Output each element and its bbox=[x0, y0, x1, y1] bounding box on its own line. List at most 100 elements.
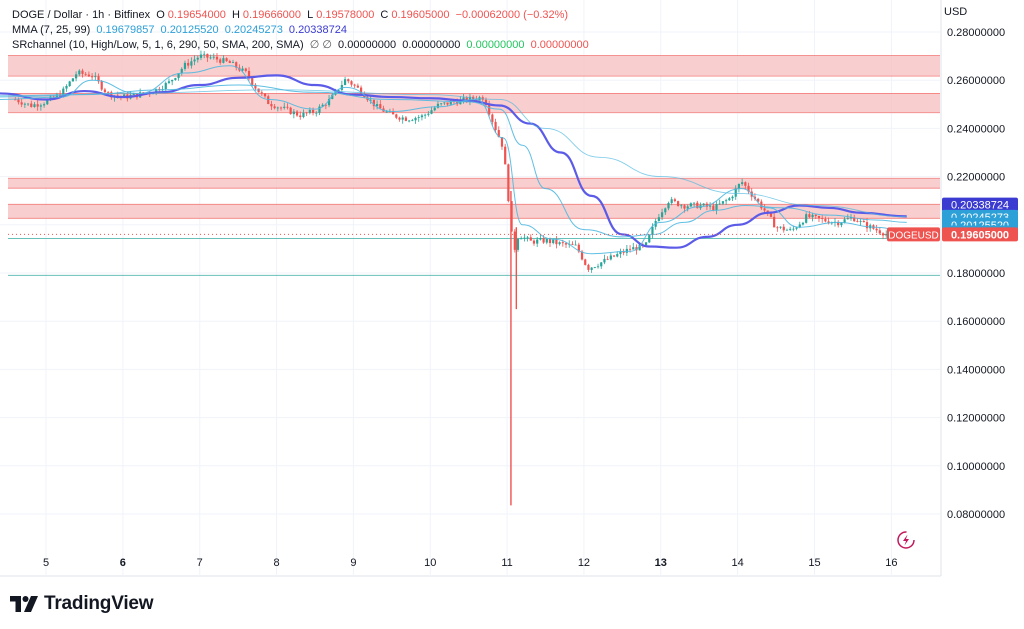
y-tick-label: 0.12000000 bbox=[947, 413, 1005, 425]
time-axis[interactable]: 5 6 7 8 9 10 11 12 13 14 15 16 bbox=[43, 557, 898, 569]
candle-body bbox=[241, 68, 244, 71]
candle-body bbox=[206, 53, 209, 58]
candle-body bbox=[254, 84, 257, 89]
currency-label[interactable]: USD bbox=[944, 6, 968, 18]
open-value: 0.19654000 bbox=[167, 9, 226, 21]
candle-body bbox=[177, 73, 180, 79]
candle-body bbox=[23, 103, 26, 105]
candle-body bbox=[529, 237, 532, 241]
candle-body bbox=[744, 182, 747, 186]
candle-body bbox=[187, 62, 190, 66]
tradingview-logo[interactable]: TradingView bbox=[10, 592, 154, 616]
symbol-row: DOGE / Dollar · 1h · Bitfinex O 0.1965400… bbox=[12, 8, 592, 23]
srchannel-label[interactable]: SRchannel (10, High/Low, 5, 1, 6, 290, 5… bbox=[12, 39, 304, 51]
candle-body bbox=[74, 74, 78, 79]
ma-line-2 bbox=[0, 84, 907, 238]
change-value: −0.00062000 (−0.32%) bbox=[455, 9, 569, 21]
candle-body bbox=[273, 106, 276, 109]
candle-body bbox=[190, 61, 193, 66]
candle-body bbox=[20, 102, 23, 105]
candle-body bbox=[795, 227, 798, 229]
candle-body bbox=[203, 53, 206, 55]
candle-body bbox=[805, 214, 808, 223]
candle-body bbox=[686, 206, 689, 209]
candle-body bbox=[769, 212, 773, 217]
srchannel-value-4: 0.00000000 bbox=[530, 39, 589, 51]
candle-body bbox=[295, 111, 299, 116]
candle-body bbox=[484, 99, 488, 105]
candle-body bbox=[580, 251, 584, 260]
candle-body bbox=[542, 238, 545, 243]
candle-body bbox=[792, 228, 795, 230]
candle-body bbox=[632, 247, 635, 250]
candle-body bbox=[71, 78, 74, 82]
price-tag-bg bbox=[942, 197, 1018, 212]
symbol-title[interactable]: DOGE / Dollar · 1h · Bitfinex bbox=[12, 9, 151, 21]
candle-body bbox=[651, 226, 654, 236]
candle-body bbox=[343, 79, 347, 86]
candle-body bbox=[433, 107, 436, 111]
candle-body bbox=[628, 248, 632, 250]
candle-body bbox=[289, 107, 292, 115]
srchannel-symbols: ∅ ∅ bbox=[309, 39, 332, 51]
candle-body bbox=[644, 242, 648, 246]
candle-body bbox=[183, 62, 187, 69]
candle-body bbox=[523, 237, 526, 239]
x-tick-label: 16 bbox=[885, 557, 897, 569]
candle-body bbox=[789, 228, 792, 230]
chart-legend: DOGE / Dollar · 1h · Bitfinex O 0.1965400… bbox=[12, 8, 592, 53]
candle-body bbox=[228, 61, 231, 63]
candle-body bbox=[103, 89, 107, 93]
candle-body bbox=[718, 203, 721, 205]
srchannel-row: SRchannel (10, High/Low, 5, 1, 6, 290, 5… bbox=[12, 38, 592, 53]
y-tick-label: 0.10000000 bbox=[947, 461, 1005, 473]
x-tick-label: 14 bbox=[732, 557, 744, 569]
candle-body bbox=[587, 264, 590, 270]
mma-label[interactable]: MMA (7, 25, 99) bbox=[12, 24, 91, 36]
candle-body bbox=[622, 251, 625, 253]
candle-body bbox=[305, 112, 308, 114]
candle-body bbox=[648, 235, 651, 243]
candle-body bbox=[526, 237, 529, 239]
chart-grid bbox=[0, 0, 942, 577]
candle-body bbox=[680, 205, 683, 207]
mma-value-25: 0.20125520 bbox=[160, 24, 219, 36]
x-tick-label: 15 bbox=[808, 557, 820, 569]
x-tick-label: 7 bbox=[197, 557, 203, 569]
candle-body bbox=[408, 120, 411, 122]
candle-body bbox=[600, 262, 603, 267]
x-tick-label: 10 bbox=[424, 557, 436, 569]
mma-value-200: 0.20338724 bbox=[288, 24, 348, 36]
candle-body bbox=[235, 62, 238, 68]
price-axis[interactable]: 0.28000000 0.26000000 0.24000000 0.22000000… bbox=[947, 27, 1005, 521]
candle-body bbox=[776, 227, 779, 229]
candle-body bbox=[372, 99, 375, 107]
candle-body bbox=[292, 111, 295, 115]
candle-body bbox=[17, 99, 20, 103]
candle-body bbox=[571, 243, 574, 245]
candle-body bbox=[827, 221, 830, 224]
candle-body bbox=[219, 59, 222, 63]
srchannel-value-2: 0.00000000 bbox=[402, 39, 461, 51]
candle-body bbox=[430, 110, 433, 114]
candle-body bbox=[747, 185, 750, 192]
candle-body bbox=[267, 96, 270, 105]
candle-body bbox=[673, 199, 676, 202]
candle-body bbox=[359, 87, 363, 95]
candle-body bbox=[199, 54, 203, 58]
candle-body bbox=[763, 208, 766, 211]
support-lines bbox=[8, 238, 940, 276]
candle-body bbox=[667, 202, 670, 209]
candle-body bbox=[97, 76, 100, 82]
candle-body bbox=[555, 239, 558, 245]
candle-body bbox=[369, 99, 372, 101]
candle-body bbox=[593, 267, 596, 268]
sr-zone bbox=[8, 178, 940, 189]
candle-body bbox=[564, 243, 568, 245]
candle-body bbox=[392, 111, 395, 115]
candle-body bbox=[801, 222, 805, 225]
ma-line-3 bbox=[0, 65, 907, 255]
flash-icon[interactable] bbox=[895, 529, 917, 551]
sr-zone bbox=[8, 55, 940, 77]
